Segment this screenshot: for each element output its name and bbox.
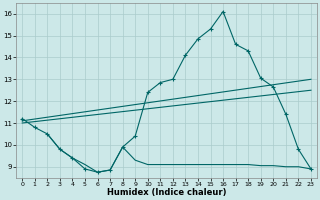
X-axis label: Humidex (Indice chaleur): Humidex (Indice chaleur) [107, 188, 226, 197]
